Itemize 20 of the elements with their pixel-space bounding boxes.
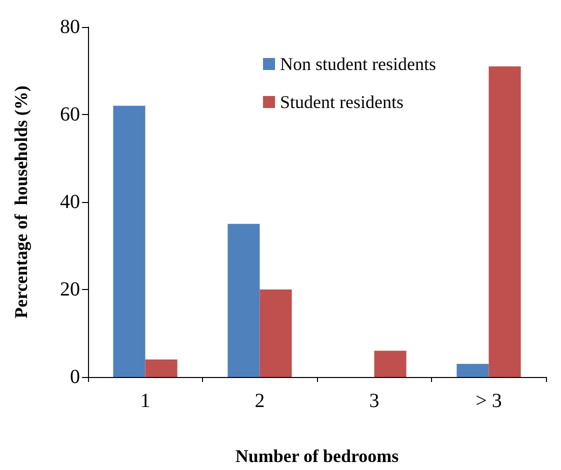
bar	[456, 364, 489, 377]
y-tick-label: 80	[60, 16, 80, 38]
bar	[260, 290, 292, 377]
x-tick-label: 2	[254, 390, 265, 412]
x-tick-label: > 3	[476, 390, 502, 412]
y-axis-title: Percentage of households (%)	[11, 86, 31, 318]
bar	[228, 224, 260, 377]
y-tick-label: 60	[60, 104, 80, 126]
bar	[145, 360, 178, 377]
y-tick-label: 20	[60, 278, 80, 300]
y-tick-label: 40	[60, 191, 80, 213]
legend-label: Non student residents	[280, 54, 436, 74]
x-tick-label: 3	[369, 390, 380, 412]
bar	[488, 66, 521, 377]
bar	[113, 106, 146, 377]
y-tick-label: 0	[70, 366, 80, 388]
legend-label: Student residents	[280, 92, 404, 112]
bar	[374, 350, 406, 377]
x-axis-title: Number of bedrooms	[235, 446, 399, 466]
x-tick-label: 1	[140, 390, 150, 412]
